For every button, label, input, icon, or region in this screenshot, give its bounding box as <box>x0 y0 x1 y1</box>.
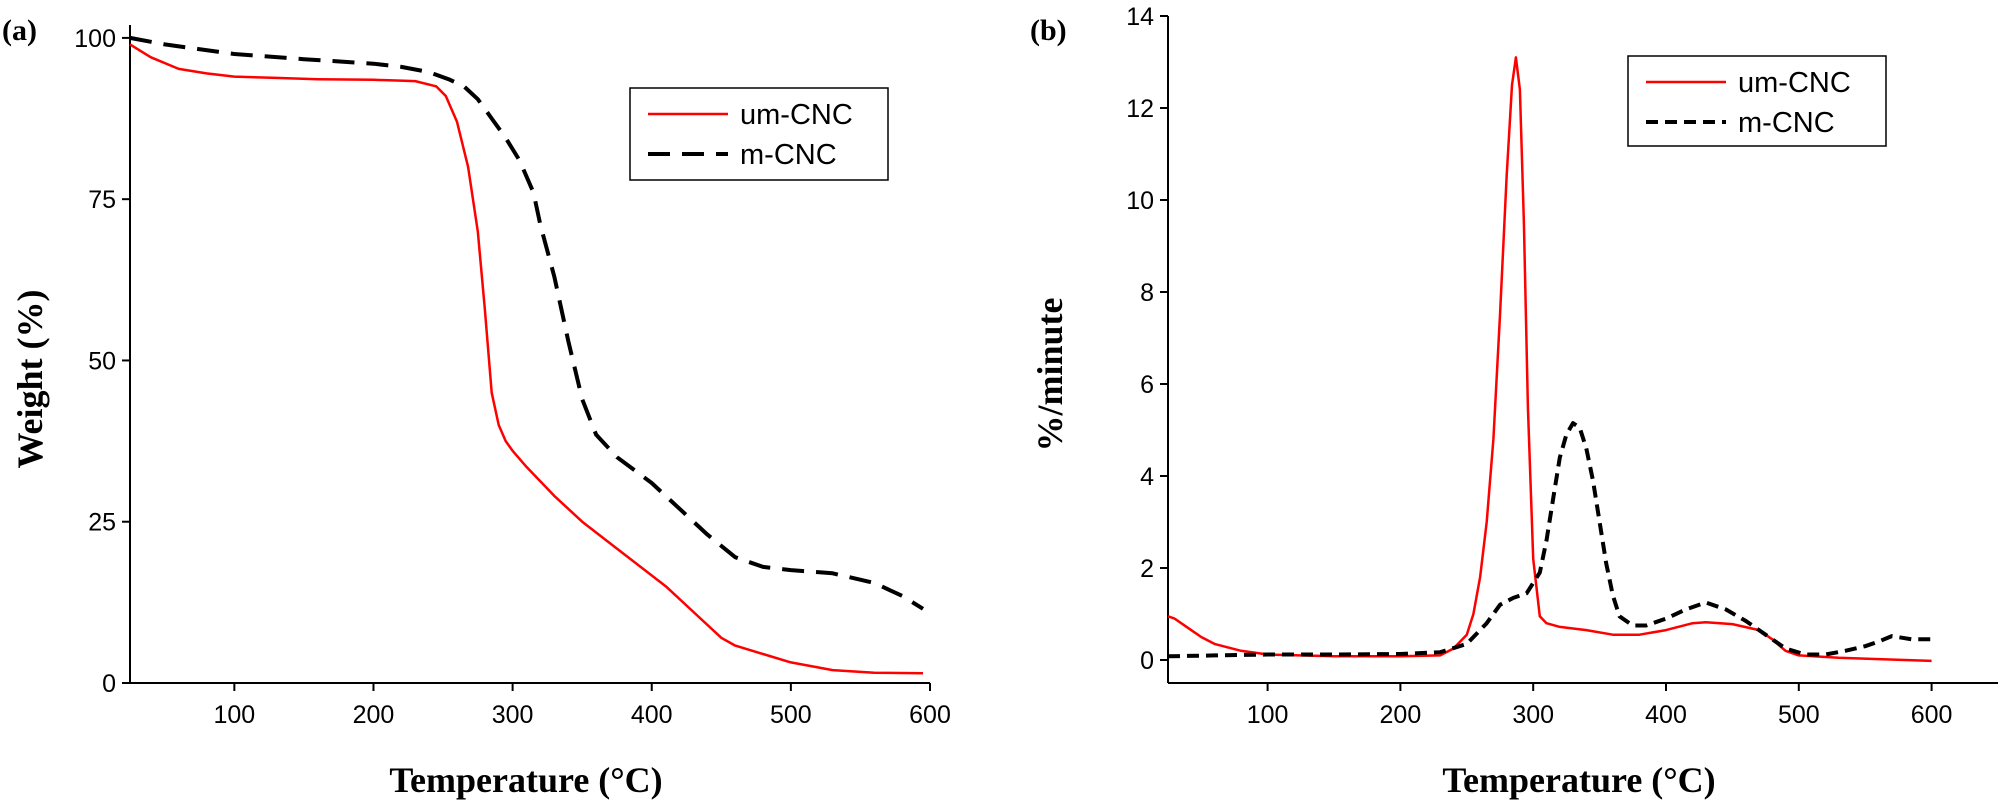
x-tick-label: 500 <box>770 701 812 729</box>
legend-label: um-CNC <box>740 99 853 131</box>
y-tick-label: 4 <box>1140 463 1154 491</box>
y-tick-label: 0 <box>102 670 116 698</box>
x-tick-label: 300 <box>492 701 534 729</box>
panel-label: (b) <box>1030 14 1067 47</box>
y-tick-label: 6 <box>1140 371 1154 399</box>
series-line-um-CNC <box>129 43 924 675</box>
legend-label: m-CNC <box>740 139 837 171</box>
panel-label: (a) <box>2 14 37 47</box>
legend-label: um-CNC <box>1738 67 1851 99</box>
y-tick-label: 50 <box>88 347 116 375</box>
x-tick-label: 200 <box>353 701 395 729</box>
panel-b: (b) 100 200 300 400 500 600 0 2 4 6 8 10 12 14 Temperat… <box>1030 3 1998 800</box>
y-tick-label: 12 <box>1126 95 1154 123</box>
y-tick-label: 100 <box>74 25 116 53</box>
x-tick-label: 300 <box>1512 701 1554 729</box>
x-tick-label: 100 <box>213 701 255 729</box>
panel-a: (a) 100 200 300 400 500 600 0 25 50 75 100 Temperatu… <box>2 14 951 800</box>
series-line-m-CNC <box>1167 421 1932 659</box>
y-axis-title: Weight (%) <box>10 290 50 469</box>
y-axis-title: %/minute <box>1030 297 1070 451</box>
y-tick-label: 0 <box>1140 647 1154 675</box>
series-line-m-CNC <box>129 35 925 611</box>
y-tick-label: 8 <box>1140 279 1154 307</box>
y-tick-label: 14 <box>1126 3 1154 31</box>
x-axis-title: Temperature (°C) <box>389 760 662 800</box>
y-tick-label: 2 <box>1140 555 1154 583</box>
series-line-um-CNC <box>1167 56 1932 663</box>
x-tick-label: 500 <box>1778 701 1820 729</box>
x-tick-label: 400 <box>631 701 673 729</box>
legend: um-CNC m-CNC <box>629 87 889 181</box>
x-tick-label: 400 <box>1645 701 1687 729</box>
legend-box <box>629 87 889 181</box>
x-axis-title: Temperature (°C) <box>1442 760 1715 800</box>
legend: um-CNC m-CNC <box>1627 55 1887 147</box>
y-tick-label: 75 <box>88 186 116 214</box>
legend-box <box>1627 55 1887 147</box>
y-tick-label: 25 <box>88 509 116 537</box>
legend-label: m-CNC <box>1738 107 1835 139</box>
x-tick-label: 600 <box>1911 701 1953 729</box>
x-tick-label: 100 <box>1247 701 1289 729</box>
x-tick-label: 200 <box>1380 701 1422 729</box>
y-tick-label: 10 <box>1126 187 1154 215</box>
x-tick-label: 600 <box>909 701 951 729</box>
